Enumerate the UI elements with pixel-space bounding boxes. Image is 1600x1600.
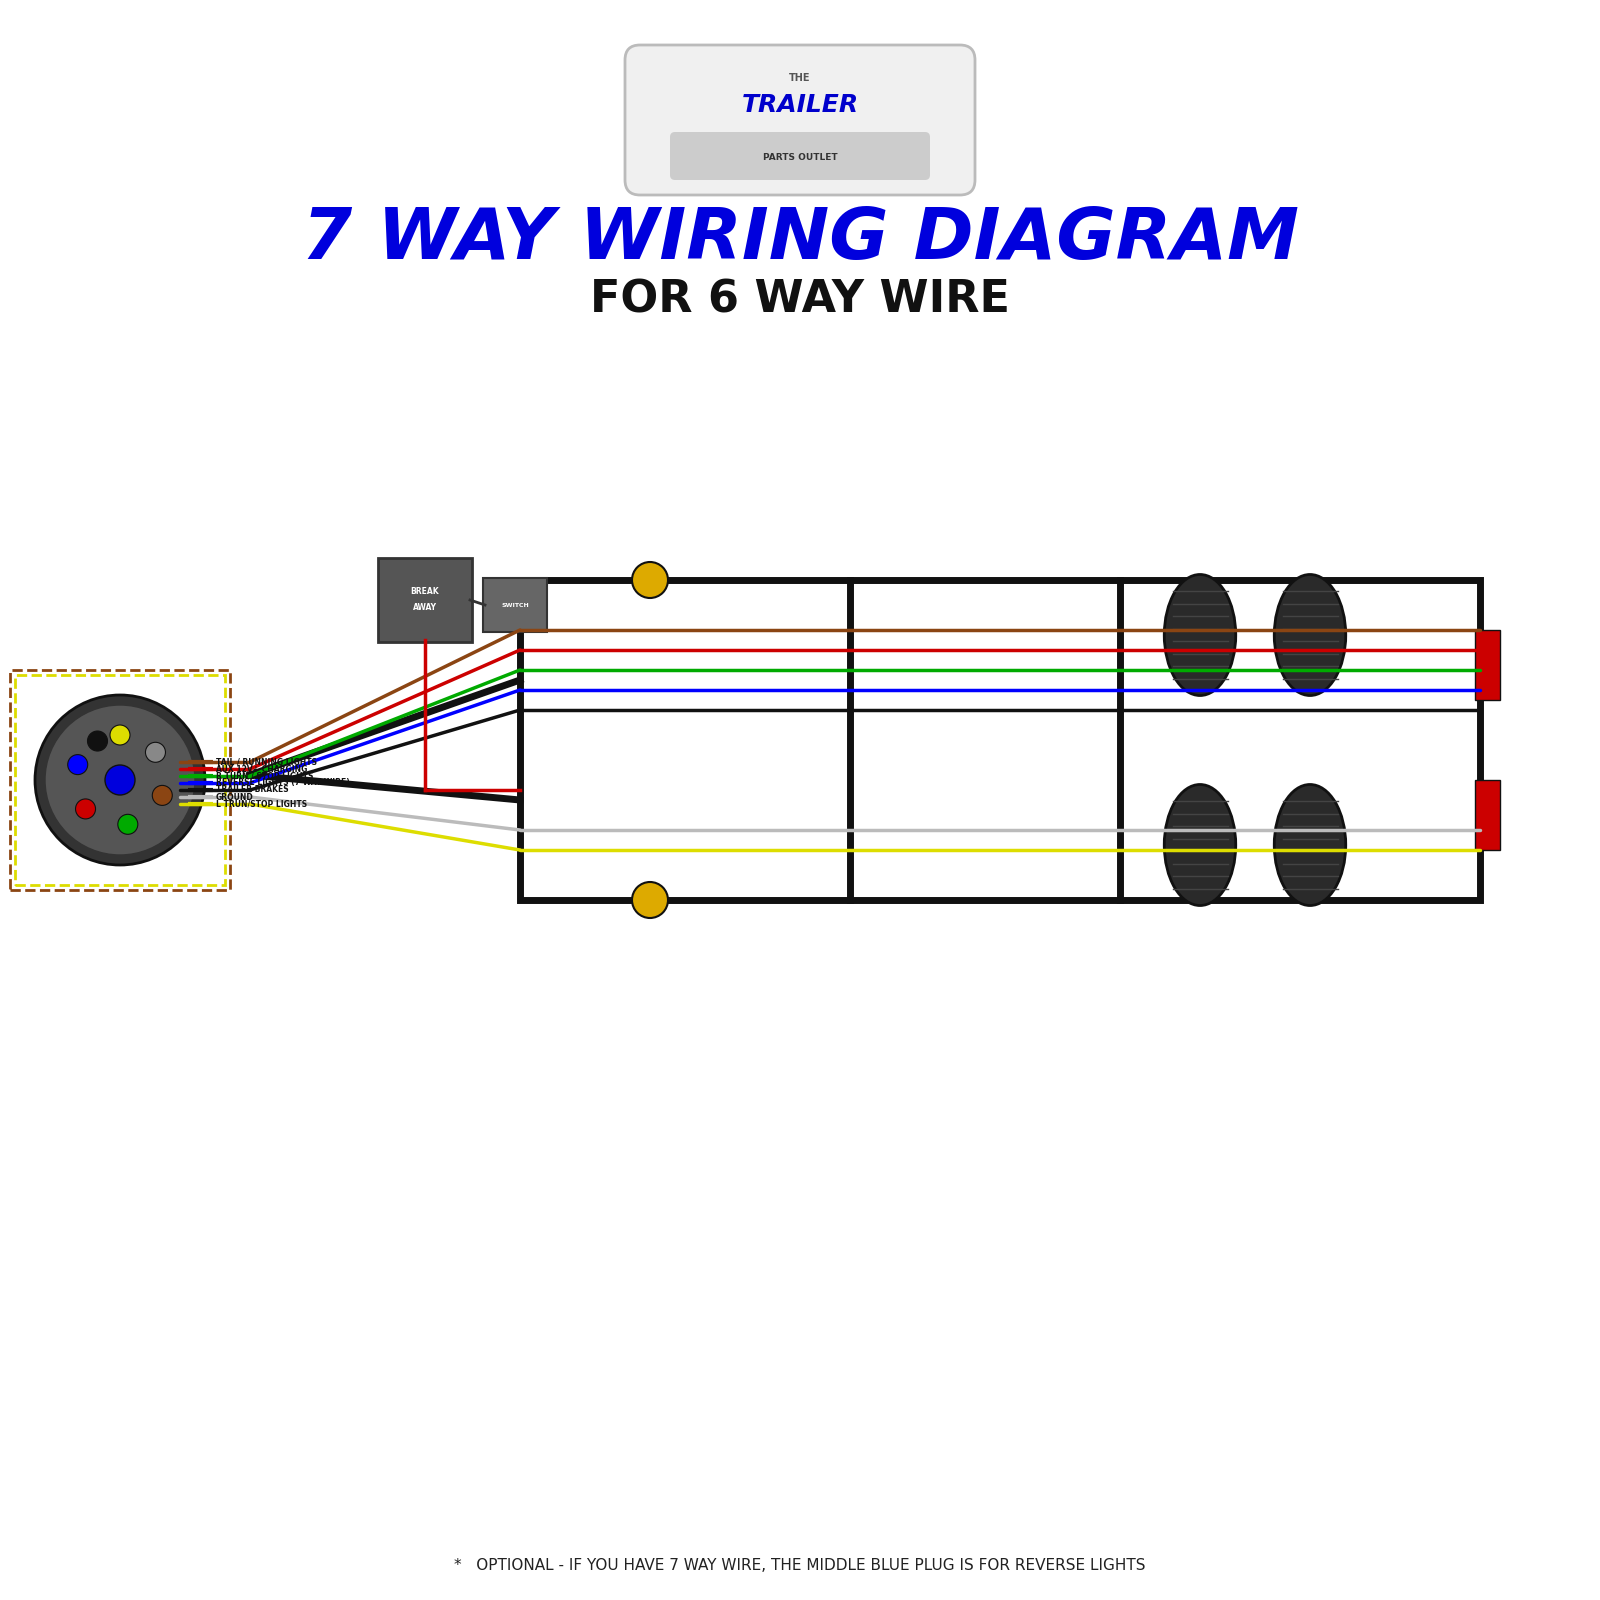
Circle shape xyxy=(110,725,130,746)
Text: AWAY: AWAY xyxy=(413,603,437,613)
Text: *   OPTIONAL - IF YOU HAVE 7 WAY WIRE, THE MIDDLE BLUE PLUG IS FOR REVERSE LIGHT: * OPTIONAL - IF YOU HAVE 7 WAY WIRE, THE… xyxy=(454,1557,1146,1573)
Circle shape xyxy=(106,765,134,795)
FancyBboxPatch shape xyxy=(626,45,974,195)
Ellipse shape xyxy=(1165,784,1235,906)
Text: BREAK: BREAK xyxy=(411,587,440,597)
Bar xyxy=(1475,781,1501,850)
Text: REVERSE LIGHTS (7 WAY WIRE): REVERSE LIGHTS (7 WAY WIRE) xyxy=(216,779,350,787)
Text: PARTS OUTLET: PARTS OUTLET xyxy=(763,152,837,162)
Circle shape xyxy=(67,755,88,774)
Ellipse shape xyxy=(1274,784,1346,906)
Text: THE: THE xyxy=(789,74,811,83)
Text: R TURN / STOP LIGHTS: R TURN / STOP LIGHTS xyxy=(216,771,314,781)
Ellipse shape xyxy=(1274,574,1346,696)
Circle shape xyxy=(118,814,138,834)
Circle shape xyxy=(146,742,165,762)
Circle shape xyxy=(632,562,669,598)
Text: TRAILER BRAKES: TRAILER BRAKES xyxy=(216,786,288,795)
Circle shape xyxy=(35,694,205,866)
FancyBboxPatch shape xyxy=(483,578,547,632)
Ellipse shape xyxy=(1165,574,1235,696)
Text: GROUND: GROUND xyxy=(216,792,254,802)
Circle shape xyxy=(152,786,173,805)
FancyBboxPatch shape xyxy=(378,558,472,642)
Text: TRAILER: TRAILER xyxy=(741,93,859,117)
Text: SWITCH: SWITCH xyxy=(501,603,530,608)
Bar xyxy=(1475,630,1501,701)
Text: L TRUN/STOP LIGHTS: L TRUN/STOP LIGHTS xyxy=(216,800,307,808)
Circle shape xyxy=(88,731,107,750)
Text: 7 WAY WIRING DIAGRAM: 7 WAY WIRING DIAGRAM xyxy=(301,205,1299,275)
Text: FOR 6 WAY WIRE: FOR 6 WAY WIRE xyxy=(590,278,1010,322)
Circle shape xyxy=(75,798,96,819)
Text: TAIL / RUNNING LIGHTS: TAIL / RUNNING LIGHTS xyxy=(216,757,317,766)
Text: AUX 12V+ CHARGING: AUX 12V+ CHARGING xyxy=(216,765,307,773)
Circle shape xyxy=(632,882,669,918)
FancyBboxPatch shape xyxy=(670,133,930,179)
Circle shape xyxy=(45,706,195,854)
